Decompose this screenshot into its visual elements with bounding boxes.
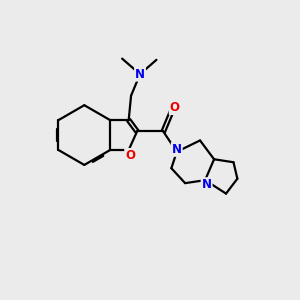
Text: N: N — [202, 178, 212, 191]
Text: N: N — [172, 143, 182, 156]
Text: O: O — [125, 149, 135, 162]
Text: O: O — [170, 101, 180, 114]
Text: N: N — [135, 68, 145, 81]
